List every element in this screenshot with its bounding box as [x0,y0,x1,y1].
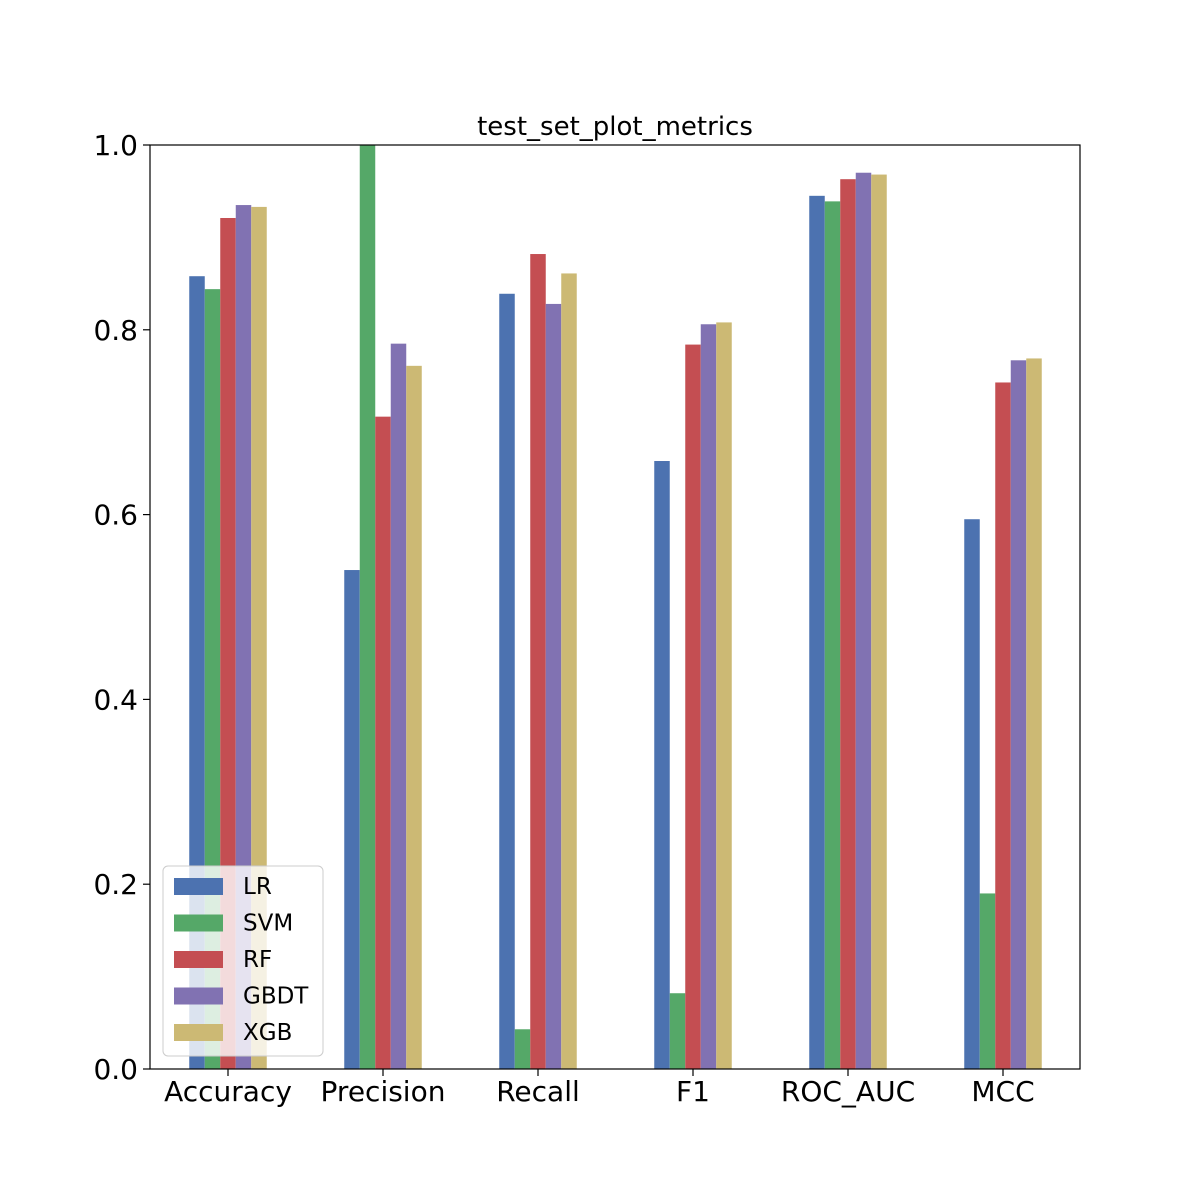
bar-rf-mcc [995,382,1011,1069]
bar-gbdt-f1 [700,324,717,1070]
y-tick-label: 0.6 [93,499,138,532]
legend-label-lr: LR [243,874,272,900]
x-tick-label-accuracy: Accuracy [164,1075,292,1108]
bar-gbdt-precision [390,343,407,1069]
legend-label-rf: RF [243,947,272,973]
chart-title: test_set_plot_metrics [477,112,753,142]
legend-swatch-xgb [174,1024,223,1041]
legend-label-svm: SVM [243,911,293,937]
x-axis: Accuracy Precision Recall F1 ROC_AUC MCC [164,1069,1035,1108]
y-tick-label: 0.2 [93,868,138,901]
x-tick-label-recall: Recall [496,1075,580,1108]
bars-group [189,145,1042,1070]
bar-gbdt-recall [545,303,562,1070]
legend: LR SVM RF GBDT XGB [162,865,324,1057]
bar-xgb-mcc [1026,358,1042,1070]
bar-svm-precision [359,145,376,1069]
legend-label-gbdt: GBDT [243,984,309,1010]
bar-gbdt-mcc [1010,360,1027,1069]
legend-swatch-gbdt [174,987,223,1005]
bar-xgb-roc_auc [871,174,887,1069]
legend-swatch-svm [174,914,223,932]
x-tick-label-roc_auc: ROC_AUC [781,1075,915,1108]
bar-rf-precision [375,416,391,1069]
bar-lr-recall [499,293,515,1069]
legend-label-xgb: XGB [243,1020,292,1046]
x-tick-label-mcc: MCC [971,1075,1034,1108]
bar-lr-precision [344,570,360,1069]
bar-rf-recall [530,254,546,1070]
y-tick-label: 1.0 [93,129,138,162]
bar-lr-f1 [654,461,670,1069]
bar-xgb-f1 [716,322,732,1070]
bar-rf-accuracy [220,217,236,1070]
x-tick-label-precision: Precision [321,1075,446,1108]
bar-gbdt-accuracy [235,205,252,1069]
legend-swatch-lr [174,878,223,895]
y-tick-label: 0.4 [93,683,138,716]
bar-xgb-precision [406,365,422,1069]
bar-xgb-recall [561,273,577,1069]
bar-svm-recall [514,1029,531,1069]
plot-frame [149,144,1081,1070]
x-tick-label-f1: F1 [676,1075,710,1108]
bar-svm-mcc [979,893,996,1069]
bar-gbdt-roc_auc [855,172,872,1070]
y-tick-label: 0.0 [93,1053,138,1086]
bar-rf-roc_auc [840,179,856,1070]
y-axis: 0.0 0.2 0.4 0.6 0.8 1.0 [93,129,150,1086]
legend-swatch-rf [174,951,223,968]
bar-xgb-accuracy [251,206,267,1069]
bar-lr-mcc [964,519,980,1069]
bar-svm-roc_auc [824,201,841,1069]
bar-rf-f1 [685,344,701,1070]
bar-lr-roc_auc [809,195,825,1069]
legend-box [162,865,324,1057]
bar-svm-f1 [669,993,686,1069]
y-tick-label: 0.8 [93,314,138,347]
